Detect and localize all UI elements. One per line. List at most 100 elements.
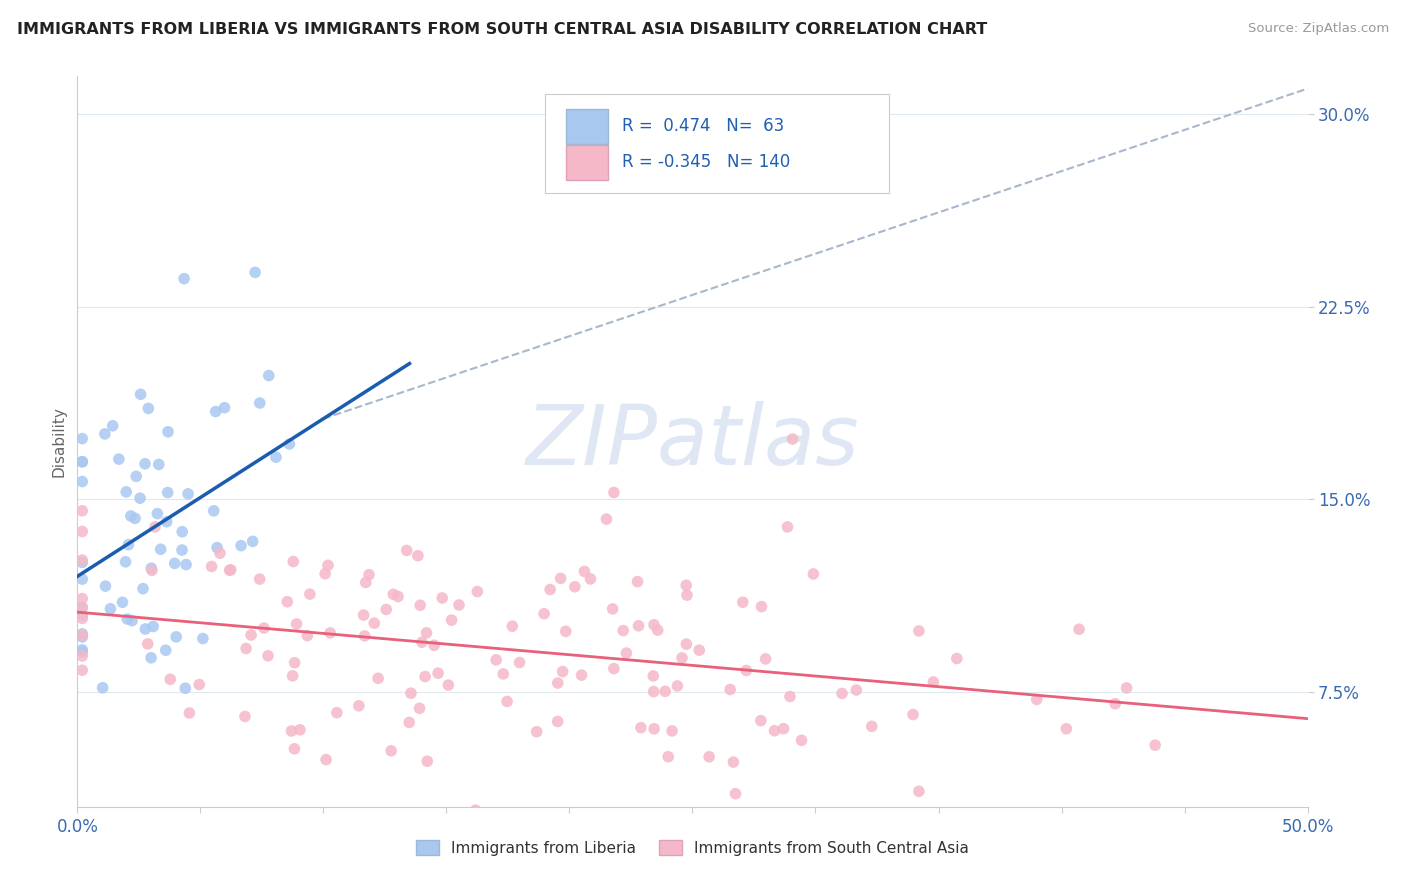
Point bbox=[120, 508, 142, 523]
Point bbox=[326, 706, 349, 720]
Point bbox=[125, 469, 148, 483]
Point bbox=[70, 627, 93, 641]
Point bbox=[763, 723, 786, 738]
Text: R = -0.345   N= 140: R = -0.345 N= 140 bbox=[623, 153, 790, 171]
Point bbox=[257, 368, 280, 383]
Point bbox=[643, 617, 665, 632]
Point bbox=[551, 665, 574, 679]
Point bbox=[357, 567, 380, 582]
Point bbox=[132, 582, 155, 596]
Point bbox=[630, 721, 652, 735]
Point bbox=[202, 504, 225, 518]
Text: R =  0.474   N=  63: R = 0.474 N= 63 bbox=[623, 117, 785, 135]
Legend: Immigrants from Liberia, Immigrants from South Central Asia: Immigrants from Liberia, Immigrants from… bbox=[409, 834, 976, 862]
Point bbox=[264, 450, 287, 465]
Point bbox=[249, 396, 271, 410]
Point bbox=[229, 539, 252, 553]
FancyBboxPatch shape bbox=[546, 95, 890, 193]
Point bbox=[803, 566, 825, 581]
Point bbox=[146, 507, 169, 521]
Point bbox=[253, 621, 276, 635]
Point bbox=[283, 742, 305, 756]
Point bbox=[440, 613, 463, 627]
Point bbox=[70, 608, 93, 623]
Point bbox=[121, 614, 143, 628]
Point bbox=[554, 624, 576, 639]
Point bbox=[363, 616, 385, 631]
Point bbox=[616, 646, 638, 660]
Point bbox=[626, 574, 648, 589]
Point bbox=[354, 575, 377, 590]
Point bbox=[749, 714, 772, 728]
Point bbox=[538, 582, 561, 597]
Point bbox=[136, 637, 159, 651]
Point bbox=[297, 629, 319, 643]
Point bbox=[173, 271, 195, 285]
Point bbox=[278, 437, 301, 451]
Point bbox=[408, 701, 430, 715]
Point bbox=[157, 425, 180, 439]
Point bbox=[159, 673, 181, 687]
Point bbox=[723, 755, 745, 769]
FancyBboxPatch shape bbox=[565, 145, 607, 180]
Point bbox=[353, 608, 375, 623]
Point bbox=[170, 543, 193, 558]
Point bbox=[124, 511, 146, 525]
Point bbox=[398, 715, 420, 730]
Point bbox=[831, 686, 853, 700]
Point bbox=[697, 749, 720, 764]
Point bbox=[776, 520, 799, 534]
Point bbox=[70, 504, 93, 518]
Point bbox=[571, 668, 593, 682]
Point bbox=[219, 563, 242, 577]
Point bbox=[547, 714, 569, 729]
Point bbox=[754, 652, 776, 666]
Point bbox=[492, 667, 515, 681]
Point bbox=[367, 671, 389, 685]
Point bbox=[142, 619, 165, 633]
Point bbox=[204, 404, 226, 418]
Point bbox=[508, 656, 530, 670]
Point bbox=[675, 637, 697, 651]
Point bbox=[134, 622, 156, 636]
Point bbox=[485, 653, 508, 667]
Point bbox=[908, 784, 931, 798]
Point bbox=[790, 733, 813, 747]
Point bbox=[70, 455, 93, 469]
Point bbox=[94, 426, 117, 441]
Point bbox=[602, 602, 624, 616]
Point bbox=[387, 590, 409, 604]
Point bbox=[612, 624, 634, 638]
Point bbox=[779, 690, 801, 704]
Point bbox=[380, 744, 402, 758]
Point bbox=[156, 485, 179, 500]
Point bbox=[70, 663, 93, 677]
Point bbox=[735, 664, 758, 678]
Text: ZIPatlas: ZIPatlas bbox=[526, 401, 859, 482]
Point bbox=[257, 648, 280, 663]
Point bbox=[281, 669, 304, 683]
Point bbox=[657, 749, 679, 764]
Point bbox=[501, 619, 523, 633]
Point bbox=[467, 584, 489, 599]
Point bbox=[108, 452, 131, 467]
Point bbox=[676, 588, 699, 602]
FancyBboxPatch shape bbox=[565, 109, 607, 144]
Point bbox=[129, 387, 152, 401]
Text: IMMIGRANTS FROM LIBERIA VS IMMIGRANTS FROM SOUTH CENTRAL ASIA DISABILITY CORRELA: IMMIGRANTS FROM LIBERIA VS IMMIGRANTS FR… bbox=[17, 22, 987, 37]
Point bbox=[533, 607, 555, 621]
Point bbox=[409, 599, 432, 613]
Point bbox=[432, 591, 454, 605]
Point bbox=[688, 643, 710, 657]
Point bbox=[100, 602, 122, 616]
Point bbox=[101, 418, 124, 433]
Point bbox=[1067, 622, 1090, 636]
Point bbox=[70, 432, 93, 446]
Point bbox=[1025, 692, 1047, 706]
Point bbox=[375, 602, 398, 616]
Point bbox=[149, 542, 172, 557]
Point bbox=[423, 638, 446, 652]
Point bbox=[845, 683, 868, 698]
Point bbox=[564, 580, 586, 594]
Point bbox=[179, 706, 201, 720]
